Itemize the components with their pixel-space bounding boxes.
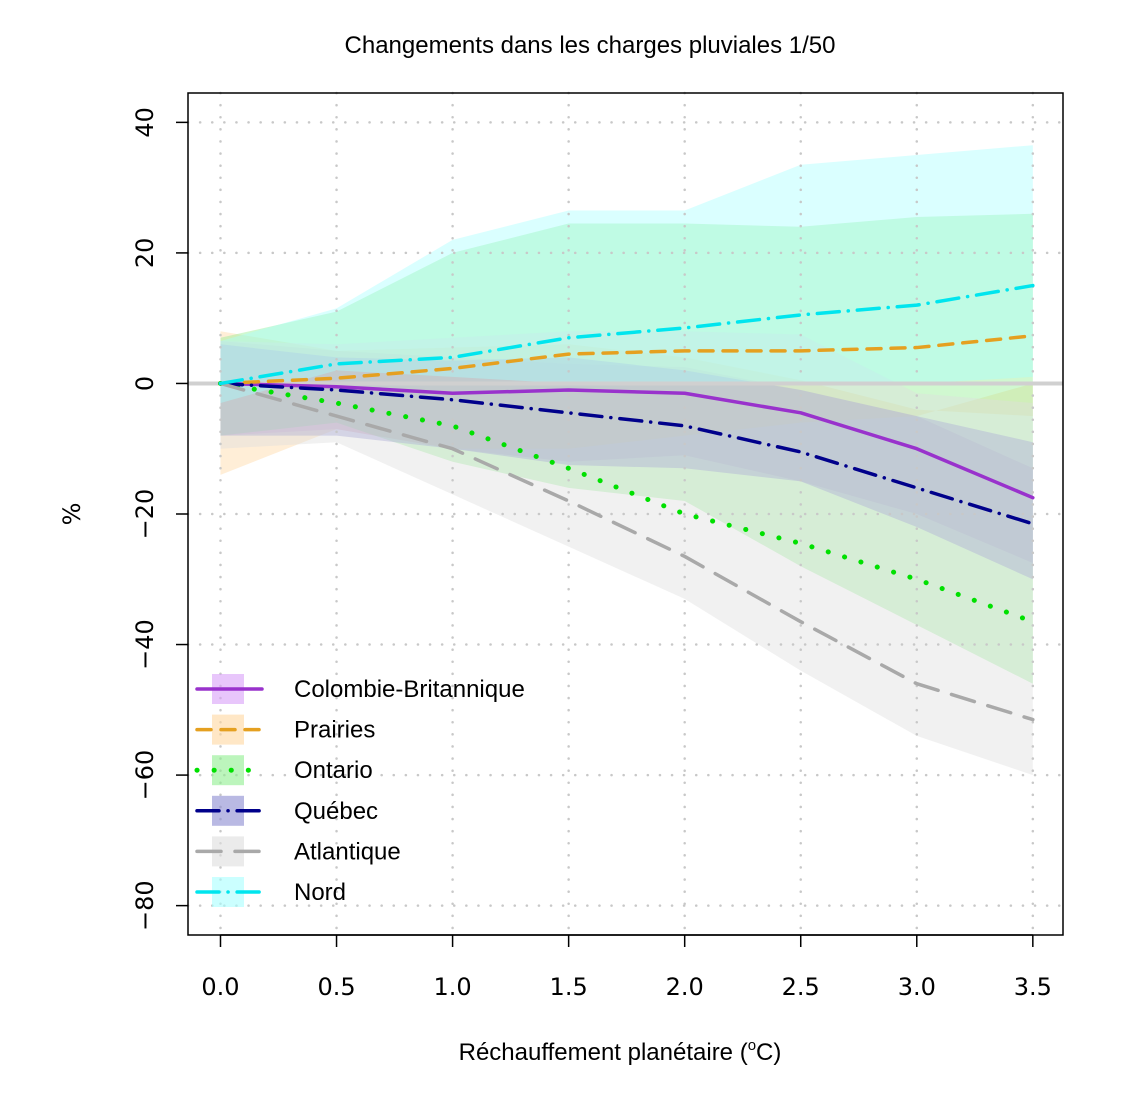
y-tick-label-1: 20 [131,238,159,269]
band-3 [220,213,1033,684]
y-tick-label-2: 0 [131,376,159,391]
legend-label-2: Prairies [294,717,375,744]
y-axis-label: % [58,503,86,526]
x-axis-label-superscript: o [748,1037,756,1054]
x-tick-label-5: 2.5 [782,973,820,1001]
y-tick-label-0: 40 [131,107,159,138]
x-axis-label: Réchauffement planétaire (oC) [459,1037,782,1066]
legend-label-4: Québec [294,798,378,825]
series-line-6 [218,283,1035,386]
legend-label-6: Nord [294,879,346,906]
band-6 [220,145,1033,404]
y-tick-label-3: −20 [131,489,159,540]
x-axis-label-main: Réchauffement planétaire ( [459,1039,748,1066]
y-tick-label-6: −80 [131,880,159,931]
series-line-5 [218,381,1035,722]
band-4 [220,344,1033,580]
legend: Colombie-Britannique Prairies Ontario Québe… [194,674,525,907]
series-lines [217,283,1036,722]
x-tick-label-7: 3.5 [1014,973,1052,1001]
x-tick-label-0: 0.0 [201,973,239,1001]
chart-title: Changements dans les charges pluviales 1… [345,32,836,59]
x-tick-label-4: 2.0 [666,973,704,1001]
x-tick-label-2: 1.0 [434,973,472,1001]
legend-label-1: Colombie-Britannique [294,676,525,703]
y-tick-label-5: −60 [131,750,159,801]
x-tick-label-6: 3.0 [898,973,936,1001]
y-tick-label-4: −40 [131,619,159,670]
legend-label-3: Ontario [294,757,373,784]
legend-label-5: Atlantique [294,838,401,865]
y-axis: 40 20 0 −20 −40 −60 −80 [131,107,188,931]
x-axis: 0.0 0.5 1.0 1.5 2.0 2.5 3.0 3.5 [201,934,1052,1001]
series-line-3 [217,380,1036,625]
x-axis-label-end: C) [756,1039,781,1066]
x-tick-label-1: 0.5 [317,973,355,1001]
series-line-4 [218,381,1035,526]
x-tick-label-3: 1.5 [550,973,588,1001]
band-5 [220,331,1033,776]
series-line-2 [218,334,1035,386]
series-line-1 [218,381,1035,500]
legend-swatch-3 [212,755,244,786]
